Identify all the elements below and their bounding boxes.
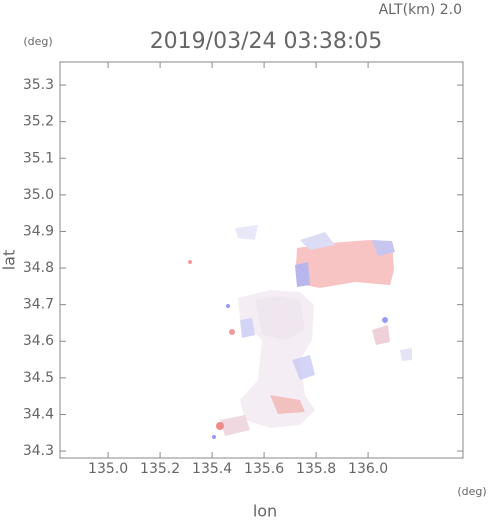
y-tick-label: 35.1 xyxy=(23,150,54,166)
y-tick-label: 35.3 xyxy=(23,77,54,93)
y-tick-label: 35.2 xyxy=(23,114,54,130)
x-tick-label: 135.0 xyxy=(88,461,128,477)
plot-frame xyxy=(59,61,464,459)
echo-field xyxy=(188,225,412,439)
x-tick-label: 135.4 xyxy=(192,461,232,477)
x-axis-label: lon xyxy=(253,502,277,521)
y-unit: (deg) xyxy=(23,35,52,48)
y-tick-label: 34.4 xyxy=(23,406,54,422)
x-tick-label: 135.6 xyxy=(244,461,284,477)
chart-title: 2019/03/24 03:38:05 xyxy=(150,29,383,54)
y-tick-label: 34.5 xyxy=(23,370,54,386)
x-tick-label: 135.8 xyxy=(296,461,336,477)
y-tick-label: 34.8 xyxy=(23,260,54,276)
x-tick-label: 136.0 xyxy=(348,461,388,477)
y-tick-label: 34.3 xyxy=(23,443,54,459)
x-unit: (deg) xyxy=(457,485,486,498)
y-axis-label: lat xyxy=(0,250,19,271)
y-tick-label: 34.9 xyxy=(23,223,54,239)
y-tick-label: 34.7 xyxy=(23,297,54,313)
y-tick-label: 34.6 xyxy=(23,333,54,349)
x-tick-label: 135.2 xyxy=(140,461,180,477)
altitude-label: ALT(km) 2.0 xyxy=(379,2,462,18)
y-tick-label: 35.0 xyxy=(23,187,54,203)
